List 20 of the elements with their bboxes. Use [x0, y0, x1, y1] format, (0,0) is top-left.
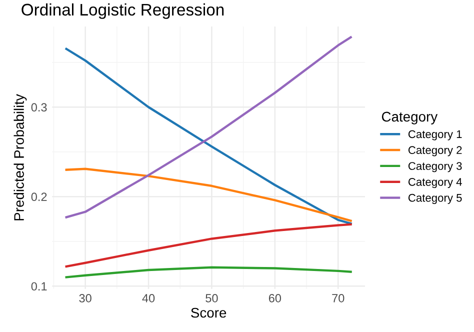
chart-title: Ordinal Logistic Regression [22, 3, 224, 19]
legend-label: Category 2 [408, 146, 462, 156]
legend-label: Category 1 [408, 130, 462, 140]
x-tick-label: 60 [268, 294, 282, 302]
y-axis-title: Predicted Probability [14, 94, 27, 220]
x-tick-label: 50 [206, 294, 218, 302]
line-series [65, 266, 352, 278]
line-series [65, 223, 352, 268]
y-tick-label: 0.2 [31, 192, 47, 202]
line-series [65, 168, 352, 222]
legend-label: Category 3 [408, 162, 462, 172]
x-axis-title: Score [191, 308, 226, 318]
legend-title: Category [382, 112, 438, 124]
x-tick-label: 30 [79, 294, 92, 302]
y-tick-label: 0.1 [31, 282, 47, 291]
legend-label: Category 4 [408, 178, 462, 188]
y-tick-label: 0.3 [31, 103, 47, 112]
legend-label: Category 5 [408, 194, 462, 204]
x-tick-label: 40 [142, 294, 155, 302]
x-tick-label: 70 [332, 294, 344, 302]
